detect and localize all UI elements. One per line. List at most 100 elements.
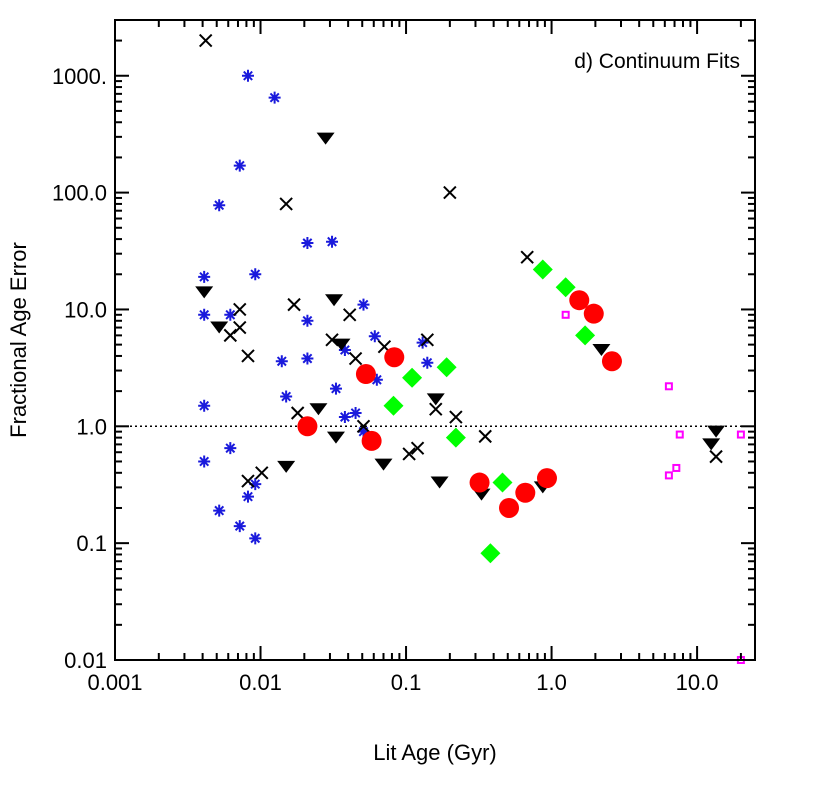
data-point-asterisk	[213, 199, 226, 212]
data-point-square	[672, 463, 681, 472]
data-point-diamond	[445, 427, 466, 448]
data-point-x	[223, 328, 238, 343]
data-point-circle	[469, 472, 490, 493]
data-point-circle	[569, 290, 590, 311]
data-point-diamond	[480, 543, 501, 564]
data-point-asterisk	[301, 237, 314, 250]
y-tick-label: 10.0	[64, 297, 107, 322]
data-point-asterisk	[249, 478, 262, 491]
y-tick-label: 100.0	[52, 181, 107, 206]
data-point-triangle-down	[277, 460, 296, 473]
data-point-asterisk	[357, 298, 370, 311]
data-point-diamond	[492, 472, 513, 493]
data-point-x	[233, 320, 247, 335]
x-tick-label: 0.1	[391, 670, 422, 695]
data-point-square	[664, 471, 673, 480]
data-point-asterisk	[198, 455, 211, 468]
data-point-circle	[499, 497, 520, 518]
data-point-x	[356, 419, 371, 434]
data-point-asterisk	[224, 308, 237, 321]
data-point-asterisk	[301, 314, 314, 327]
data-point-x	[287, 297, 301, 312]
ticks-layer: 0.001 0.01 0.1 1.0 10.00.010.11.010.0100.010…	[52, 19, 755, 695]
data-point-asterisk	[421, 356, 434, 369]
data-marks-layer	[195, 33, 745, 664]
data-point-triangle-down	[332, 338, 351, 351]
data-point-circle	[536, 468, 557, 489]
data-point-x	[198, 33, 213, 48]
data-point-asterisk	[338, 343, 351, 356]
data-point-asterisk	[329, 382, 342, 395]
data-point-asterisk	[301, 352, 314, 365]
data-point-square	[664, 382, 673, 391]
data-point-x	[255, 466, 269, 480]
data-point-x	[241, 474, 255, 488]
data-point-triangle-down	[325, 294, 344, 307]
data-point-asterisk	[349, 406, 362, 419]
data-point-x	[290, 406, 305, 420]
data-point-triangle-down	[309, 403, 328, 416]
data-point-diamond	[436, 357, 457, 378]
data-point-triangle-down	[426, 393, 445, 406]
data-point-x	[241, 349, 255, 363]
data-point-asterisk	[198, 270, 211, 283]
data-point-x	[410, 441, 425, 455]
axes-layer	[114, 19, 756, 661]
data-point-x	[429, 402, 443, 416]
data-point-x	[478, 429, 492, 444]
data-point-asterisk	[233, 520, 246, 533]
data-point-circle	[601, 351, 622, 372]
data-point-triangle-down	[210, 321, 229, 334]
data-point-diamond	[402, 367, 423, 388]
data-point-square	[736, 430, 745, 439]
x-axis-label: Lit Age (Gyr)	[373, 740, 496, 765]
data-point-asterisk	[249, 268, 262, 281]
data-point-asterisk	[357, 425, 370, 438]
data-point-x	[233, 302, 247, 317]
data-point-asterisk	[326, 235, 339, 248]
data-point-asterisk	[275, 355, 288, 368]
data-point-x	[709, 449, 723, 464]
data-point-asterisk	[198, 308, 211, 321]
data-point-diamond	[383, 395, 404, 416]
y-tick-label: 1000.	[52, 64, 107, 89]
x-tick-label: 0.01	[239, 670, 282, 695]
data-point-asterisk	[224, 442, 237, 455]
y-tick-label: 0.1	[76, 531, 107, 556]
data-point-circle	[361, 430, 382, 451]
y-axis-label: Fractional Age Error	[6, 242, 31, 438]
x-tick-label: 1.0	[536, 670, 567, 695]
data-point-asterisk	[198, 399, 211, 412]
data-point-circle	[297, 416, 318, 437]
data-point-asterisk	[249, 532, 262, 545]
data-point-asterisk	[241, 490, 254, 503]
data-point-asterisk	[338, 411, 351, 424]
data-point-triangle-down	[195, 286, 214, 299]
data-point-asterisk	[241, 69, 254, 82]
data-point-asterisk	[368, 330, 381, 343]
data-point-triangle-down	[592, 343, 611, 356]
series-blue-asterisks	[198, 69, 434, 545]
data-point-asterisk	[268, 91, 281, 104]
data-point-x	[279, 197, 293, 211]
data-point-asterisk	[233, 159, 246, 172]
data-point-x	[449, 410, 463, 424]
data-point-triangle-down	[430, 476, 449, 489]
data-point-x	[325, 333, 339, 347]
series-green-diamonds	[383, 259, 596, 564]
data-point-asterisk	[280, 390, 293, 403]
data-point-square	[675, 430, 684, 439]
data-point-x	[520, 250, 534, 264]
data-point-diamond	[555, 277, 576, 298]
data-point-circle	[384, 347, 405, 368]
data-point-x	[342, 308, 357, 322]
data-point-asterisk	[370, 373, 383, 386]
series-black-triangles	[195, 132, 726, 501]
data-point-circle	[515, 482, 536, 503]
data-point-asterisk	[213, 504, 226, 517]
x-tick-label: 0.001	[87, 670, 142, 695]
y-tick-label: 1.0	[76, 414, 107, 439]
data-point-triangle-down	[316, 132, 335, 145]
data-point-x	[443, 185, 457, 200]
